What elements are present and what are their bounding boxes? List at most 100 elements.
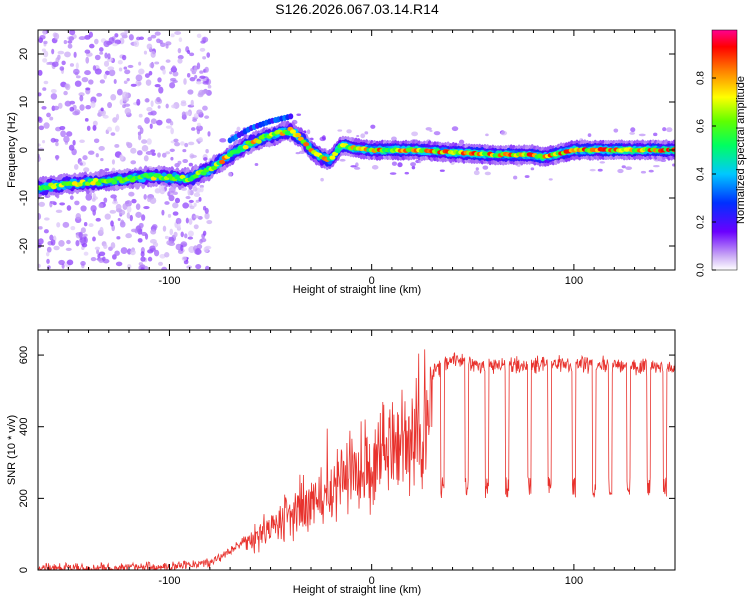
spectrogram-noise-cell bbox=[143, 206, 150, 210]
spectrogram-noise-cell bbox=[482, 165, 489, 170]
spectrogram-noise-cell bbox=[144, 98, 150, 103]
spectrogram-noise-cell bbox=[172, 79, 178, 83]
spectrogram-noise-cell bbox=[87, 150, 95, 155]
spectrogram-noise-cell bbox=[149, 245, 156, 252]
spectrogram-noise-cell bbox=[103, 73, 107, 80]
spectrogram-noise-cell bbox=[199, 239, 203, 244]
spectrogram-noise-cell bbox=[80, 205, 87, 212]
spectrogram-noise-cell bbox=[92, 124, 97, 131]
spectrogram-noise-cell bbox=[170, 156, 174, 161]
spectrogram-noise-cell bbox=[67, 43, 73, 49]
spectrogram-noise-cell bbox=[126, 212, 131, 219]
spectrogram-noise-cell bbox=[589, 168, 596, 172]
spectrogram-noise-cell bbox=[110, 220, 114, 227]
spectrogram-noise-cell bbox=[147, 111, 154, 116]
spectrogram-noise-cell bbox=[50, 89, 57, 94]
spectrogram-noise-cell bbox=[65, 131, 73, 137]
spectrogram-noise-cell bbox=[46, 251, 50, 257]
spectrogram-noise-cell bbox=[135, 203, 141, 211]
spectrogram-ridge-cell bbox=[334, 148, 341, 153]
spectrogram-noise-cell bbox=[50, 93, 58, 100]
snr-y-tick-label: 400 bbox=[18, 418, 30, 436]
spectrogram-noise-cell bbox=[46, 246, 52, 253]
spectrogram-noise-cell bbox=[194, 74, 198, 79]
spectrogram-noise-cell bbox=[404, 171, 410, 175]
spectrogram-noise-cell bbox=[180, 101, 187, 107]
spectrogram-noise-cell bbox=[131, 198, 137, 204]
spectrogram-noise-cell bbox=[92, 236, 96, 242]
spectrogram-noise-cell bbox=[202, 56, 207, 60]
spectrogram-noise-cell bbox=[129, 214, 133, 222]
spectrogram-noise-cell bbox=[516, 164, 521, 167]
spectrogram-noise-cell bbox=[59, 202, 66, 206]
spectrogram-noise-cell bbox=[196, 62, 201, 70]
spectrogram-noise-cell bbox=[53, 245, 60, 251]
spectrogram-noise-cell bbox=[56, 222, 61, 228]
spectrogram-noise-cell bbox=[183, 78, 187, 85]
spectrogram-noise-cell bbox=[79, 95, 84, 102]
spectrogram-noise-cell bbox=[121, 91, 129, 99]
spectrogram-noise-cell bbox=[80, 260, 86, 266]
spectrogram-noise-cell bbox=[78, 36, 86, 41]
spectrogram-noise-cell bbox=[38, 92, 42, 97]
spectrogram-noise-cell bbox=[140, 267, 145, 270]
spectrogram-noise-cell bbox=[410, 162, 417, 167]
spectrogram-noise-cell bbox=[144, 73, 150, 79]
spectrogram-noise-cell bbox=[195, 248, 202, 256]
spectrogram-noise-cell bbox=[115, 261, 123, 267]
spectrogram-noise-cell bbox=[617, 168, 624, 174]
spectrogram-noise-cell bbox=[89, 43, 95, 49]
spectrogram-noise-cell bbox=[295, 152, 301, 155]
spectrogram-noise-cell bbox=[199, 184, 204, 188]
spectrogram-noise-cell bbox=[200, 40, 206, 44]
spectrogram-noise-cell bbox=[160, 42, 166, 47]
spectrogram-noise-cell bbox=[177, 48, 182, 54]
spectrogram-noise-cell bbox=[202, 230, 207, 236]
spectrogram-noise-cell bbox=[411, 131, 419, 137]
spectrogram-noise-cell bbox=[67, 40, 73, 44]
spectrogram-noise-cell bbox=[161, 266, 168, 270]
spectrogram-noise-cell bbox=[83, 167, 90, 173]
spectrogram-noise-cell bbox=[206, 219, 213, 225]
spectrogram-noise-cell bbox=[139, 127, 144, 134]
colorbar-tick-label: 0.2 bbox=[696, 215, 707, 229]
spectrogram-noise-cell bbox=[88, 223, 94, 228]
spectrogram-noise-cell bbox=[625, 166, 633, 170]
spectrogram-noise-cell bbox=[296, 113, 302, 116]
spectrogram-noise-cell bbox=[150, 229, 157, 235]
spectrogram-noise-cell bbox=[621, 165, 626, 169]
spectrogram-noise-cell bbox=[123, 66, 128, 70]
spectrogram-noise-cell bbox=[42, 87, 47, 91]
spectrogram-noise-cell bbox=[587, 133, 592, 138]
spectrogram-noise-cell bbox=[158, 184, 165, 190]
snr-series-line bbox=[38, 349, 675, 570]
spectrogram-noise-cell bbox=[80, 227, 86, 234]
spectrogram-noise-cell bbox=[144, 117, 150, 124]
spectrogram-noise-cell bbox=[189, 205, 195, 210]
spectrogram-noise-cell bbox=[473, 170, 480, 176]
spectrogram-noise-cell bbox=[75, 75, 81, 79]
spectrogram-noise-cell bbox=[94, 68, 102, 75]
spectrogram-noise-cell bbox=[126, 205, 132, 213]
spectrogram-noise-cell bbox=[204, 212, 210, 220]
spectrogram-noise-cell bbox=[204, 66, 209, 73]
spectrogram-noise-cell bbox=[53, 105, 60, 111]
spectrogram-noise-cell bbox=[85, 105, 92, 110]
spectrogram-noise-cell bbox=[391, 161, 397, 166]
spectrogram-noise-cell bbox=[74, 200, 80, 206]
spectrogram-noise-cell bbox=[41, 106, 47, 110]
spectrogram-noise-cell bbox=[187, 230, 194, 237]
spectrogram-noise-cell bbox=[96, 92, 103, 97]
spectrogram-noise-cell bbox=[128, 34, 134, 41]
spectrogram-noise-cell bbox=[49, 116, 54, 121]
spectrogram-noise-cell bbox=[59, 125, 66, 131]
spectrogram-noise-cell bbox=[146, 43, 153, 50]
spectrogram-noise-cell bbox=[123, 80, 128, 84]
spectrogram-noise-cell bbox=[150, 100, 154, 108]
spectrogram-noise-cell bbox=[46, 258, 50, 264]
spectrogram-noise-cell bbox=[524, 175, 530, 178]
spectrogram-noise-cell bbox=[188, 162, 193, 167]
spectrogram-noise-cell bbox=[356, 134, 360, 138]
spectrogram-noise-cell bbox=[135, 74, 143, 82]
spectrogram-noise-cell bbox=[73, 68, 80, 75]
